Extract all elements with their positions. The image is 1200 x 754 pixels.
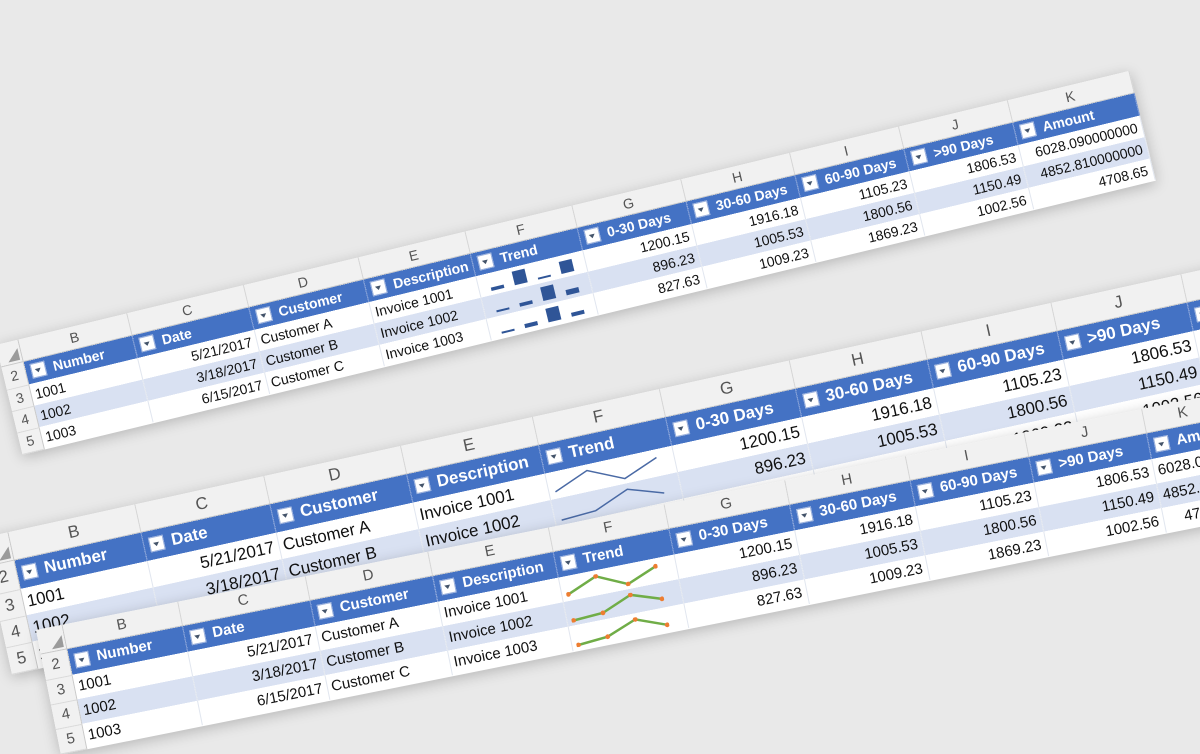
filter-dropdown-icon[interactable] <box>544 447 563 466</box>
header-label: Date <box>160 325 194 348</box>
spreadsheet-column-sparklines: B C D E F G H I J K 2 Number Date Customer Description… <box>0 70 1156 455</box>
sparkline-marker <box>570 617 576 623</box>
sparkline-chart <box>560 488 664 521</box>
table-row: 4 1002 3/18/2017 Customer B Invoice 1002 896.… <box>50 468 1200 730</box>
sparkline-marker <box>565 591 571 597</box>
sparkline-line <box>554 456 657 493</box>
trend-cell[interactable] <box>480 271 593 320</box>
sparkline-marker <box>652 563 658 569</box>
filter-dropdown-icon[interactable] <box>438 577 457 596</box>
table-row: 4 1002 3/18/2017 Customer B Invoice 1002 896.… <box>11 137 1150 433</box>
filter-dropdown-icon[interactable] <box>1034 458 1053 476</box>
trend-cell[interactable] <box>544 445 678 501</box>
filter-dropdown-icon[interactable] <box>583 226 602 246</box>
header-label: Amount <box>1174 421 1200 449</box>
filter-dropdown-icon[interactable] <box>413 476 431 495</box>
filter-dropdown-icon[interactable] <box>137 334 156 353</box>
filter-dropdown-icon[interactable] <box>188 627 207 646</box>
trend-cell[interactable] <box>557 554 679 603</box>
sparkline-marker <box>625 581 630 587</box>
filter-dropdown-icon[interactable] <box>691 200 711 219</box>
sparkline-marker <box>659 596 664 601</box>
sparkline-line <box>567 564 656 596</box>
sparkline-chart <box>495 284 580 313</box>
sparkline-bar <box>500 328 515 334</box>
sparkline-bar <box>523 321 538 329</box>
filter-dropdown-icon[interactable] <box>559 553 577 572</box>
sparkline-bar <box>518 300 533 307</box>
filter-dropdown-icon[interactable] <box>29 361 48 380</box>
filter-dropdown-icon[interactable] <box>1193 305 1200 323</box>
sparkline-line <box>572 593 662 622</box>
sparkline-chart <box>554 456 657 493</box>
filter-dropdown-icon[interactable] <box>916 482 934 500</box>
filter-dropdown-icon[interactable] <box>369 278 388 297</box>
filter-dropdown-icon[interactable] <box>72 650 91 669</box>
filter-dropdown-icon[interactable] <box>671 419 690 438</box>
sparkline-chart <box>490 258 574 292</box>
trend-cell[interactable] <box>562 579 684 627</box>
sparkline-chart <box>500 305 585 334</box>
select-all-corner[interactable] <box>36 624 67 654</box>
trend-cell[interactable] <box>475 250 588 298</box>
header-label: Trend <box>566 433 617 463</box>
filter-dropdown-icon[interactable] <box>276 506 295 525</box>
trend-cell[interactable] <box>550 472 683 527</box>
sparkline-marker <box>627 592 633 597</box>
sparkline-line <box>560 488 664 521</box>
sparkline-chart <box>565 563 658 597</box>
filter-dropdown-icon[interactable] <box>795 506 814 524</box>
sparkline-bar <box>537 274 551 280</box>
filter-dropdown-icon[interactable] <box>909 147 928 167</box>
table-row: 3 1001 5/21/2017 Customer A Invoice 1001 1200… <box>45 443 1200 705</box>
sparkline-bar <box>564 287 580 296</box>
trend-cell[interactable] <box>485 293 598 341</box>
table-row: 3 1001 5/21/2017 Customer A Invoice 1001 1200… <box>0 311 1200 622</box>
header-label: Trend <box>581 542 625 568</box>
sparkline-bar <box>558 258 574 275</box>
sparkline-bar <box>511 268 528 286</box>
filter-dropdown-icon[interactable] <box>254 306 273 325</box>
sparkline-bar <box>544 305 561 323</box>
header-label: Trend <box>498 241 540 267</box>
sparkline-bar <box>539 284 556 302</box>
sparkline-bar <box>495 307 510 313</box>
filter-dropdown-icon[interactable] <box>1018 121 1037 140</box>
filter-dropdown-icon[interactable] <box>674 530 693 548</box>
sparkline-marker <box>599 610 605 615</box>
table-row: 3 1001 5/21/2017 Customer A Invoice 1001 1200… <box>6 115 1145 412</box>
filter-dropdown-icon[interactable] <box>933 362 952 381</box>
sparkline-marker <box>575 642 581 647</box>
filter-dropdown-icon[interactable] <box>316 601 334 620</box>
sparkline-marker <box>592 573 598 579</box>
header-label: Date <box>169 522 210 550</box>
filter-dropdown-icon[interactable] <box>800 174 819 193</box>
filter-dropdown-icon[interactable] <box>801 391 820 410</box>
sparkline-bar <box>570 309 585 317</box>
sparkline-marker <box>664 622 670 627</box>
sparkline-marker <box>632 616 638 622</box>
filter-dropdown-icon[interactable] <box>20 562 39 581</box>
filter-dropdown-icon[interactable] <box>1152 434 1171 453</box>
header-label: Date <box>210 618 247 642</box>
filter-dropdown-icon[interactable] <box>476 252 495 271</box>
sparkline-bar <box>490 284 504 292</box>
sparkline-chart <box>570 592 664 623</box>
filter-dropdown-icon[interactable] <box>1063 333 1082 352</box>
table-row: 4 1002 3/18/2017 Customer B Invoice 1002 896.… <box>0 338 1200 648</box>
filter-dropdown-icon[interactable] <box>147 535 166 553</box>
